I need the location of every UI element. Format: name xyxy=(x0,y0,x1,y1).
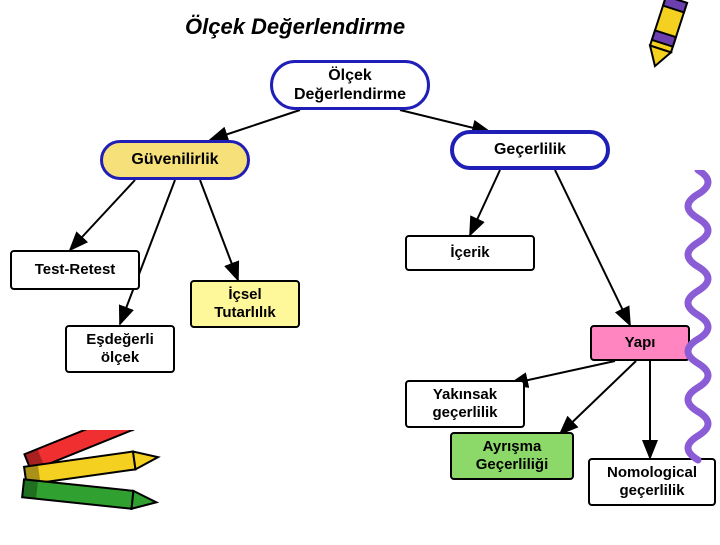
arrow-7 xyxy=(510,361,615,384)
node-yapi: Yapı xyxy=(590,325,690,361)
crayons-bottom-left xyxy=(10,430,180,545)
page-title: Ölçek Değerlendirme xyxy=(185,14,405,40)
node-test_retest: Test-Retest xyxy=(10,250,140,290)
node-icerik: İçerik xyxy=(405,235,535,271)
arrow-0 xyxy=(210,110,300,140)
arrow-1 xyxy=(400,110,490,132)
node-gecerlilik: Geçerlilik xyxy=(450,130,610,170)
arrow-2 xyxy=(70,180,135,250)
node-ayrisma: AyrışmaGeçerliliği xyxy=(450,432,574,480)
crayon-top-right xyxy=(632,0,702,79)
spiral-decoration xyxy=(678,170,720,473)
node-guvenilirlik: Güvenilirlik xyxy=(100,140,250,180)
node-icsel: İçselTutarlılık xyxy=(190,280,300,328)
node-esdegerli: Eşdeğerliölçek xyxy=(65,325,175,373)
arrow-6 xyxy=(555,170,630,325)
arrow-8 xyxy=(560,361,636,434)
node-root: ÖlçekDeğerlendirme xyxy=(270,60,430,110)
node-yakinsak: Yakınsakgeçerlilik xyxy=(405,380,525,428)
arrow-5 xyxy=(470,170,500,235)
arrow-4 xyxy=(200,180,238,280)
